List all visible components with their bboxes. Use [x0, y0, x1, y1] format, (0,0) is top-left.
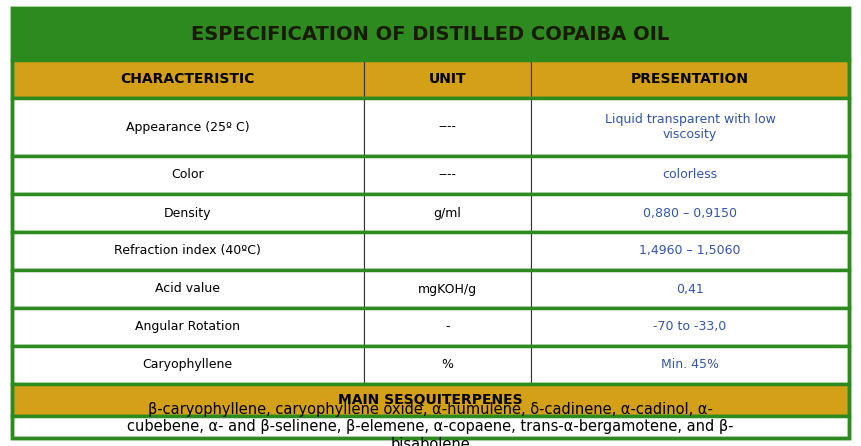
- Bar: [531, 270, 849, 308]
- Bar: [363, 194, 531, 232]
- Bar: [12, 98, 363, 156]
- Bar: [12, 384, 849, 416]
- Bar: [531, 156, 849, 194]
- Bar: [12, 60, 363, 98]
- Text: PRESENTATION: PRESENTATION: [631, 72, 749, 86]
- Bar: [363, 60, 531, 98]
- Text: -: -: [445, 321, 449, 334]
- Bar: [12, 194, 849, 232]
- Bar: [12, 232, 363, 270]
- Text: ----: ----: [438, 169, 456, 182]
- Bar: [531, 60, 849, 98]
- Bar: [12, 270, 849, 308]
- Bar: [12, 98, 849, 156]
- Text: Angular Rotation: Angular Rotation: [135, 321, 240, 334]
- Text: Acid value: Acid value: [155, 282, 220, 296]
- Text: Liquid transparent with low
viscosity: Liquid transparent with low viscosity: [604, 113, 776, 141]
- Text: CHARACTERISTIC: CHARACTERISTIC: [121, 72, 255, 86]
- Bar: [531, 308, 849, 346]
- Text: g/ml: g/ml: [433, 206, 461, 219]
- Bar: [531, 346, 849, 384]
- Bar: [363, 308, 531, 346]
- Bar: [363, 270, 531, 308]
- Text: 1,4960 – 1,5060: 1,4960 – 1,5060: [639, 244, 740, 257]
- Text: UNIT: UNIT: [429, 72, 466, 86]
- Text: ESPECIFICATION OF DISTILLED COPAIBA OIL: ESPECIFICATION OF DISTILLED COPAIBA OIL: [191, 25, 670, 44]
- Bar: [12, 60, 849, 98]
- Bar: [12, 232, 849, 270]
- Text: Refraction index (40ºC): Refraction index (40ºC): [115, 244, 261, 257]
- Bar: [12, 308, 849, 346]
- Text: 0,41: 0,41: [676, 282, 703, 296]
- Bar: [363, 98, 531, 156]
- Bar: [12, 156, 849, 194]
- Bar: [531, 98, 849, 156]
- Bar: [363, 346, 531, 384]
- Bar: [531, 232, 849, 270]
- Text: β-caryophyllene, caryophyllene oxide, α-humulene, δ-cadinene, α-cadinol, α-
cube: β-caryophyllene, caryophyllene oxide, α-…: [127, 402, 734, 446]
- Text: Density: Density: [164, 206, 212, 219]
- Bar: [531, 194, 849, 232]
- Text: Appearance (25º C): Appearance (25º C): [126, 120, 250, 133]
- Bar: [12, 194, 363, 232]
- Text: ----: ----: [438, 120, 456, 133]
- Bar: [12, 156, 363, 194]
- Bar: [12, 270, 363, 308]
- Bar: [12, 308, 363, 346]
- Text: -70 to -33,0: -70 to -33,0: [653, 321, 727, 334]
- Text: MAIN SESQUITERPENES: MAIN SESQUITERPENES: [338, 393, 523, 407]
- Text: 0,880 – 0,9150: 0,880 – 0,9150: [643, 206, 737, 219]
- Bar: [363, 156, 531, 194]
- Bar: [12, 346, 849, 384]
- Bar: [12, 8, 849, 60]
- Text: Caryophyllene: Caryophyllene: [143, 359, 232, 372]
- Text: %: %: [441, 359, 453, 372]
- Bar: [12, 346, 363, 384]
- Text: colorless: colorless: [662, 169, 717, 182]
- Bar: [12, 416, 849, 438]
- Text: mgKOH/g: mgKOH/g: [418, 282, 477, 296]
- Bar: [363, 232, 531, 270]
- Text: Min. 45%: Min. 45%: [661, 359, 719, 372]
- Text: Color: Color: [171, 169, 204, 182]
